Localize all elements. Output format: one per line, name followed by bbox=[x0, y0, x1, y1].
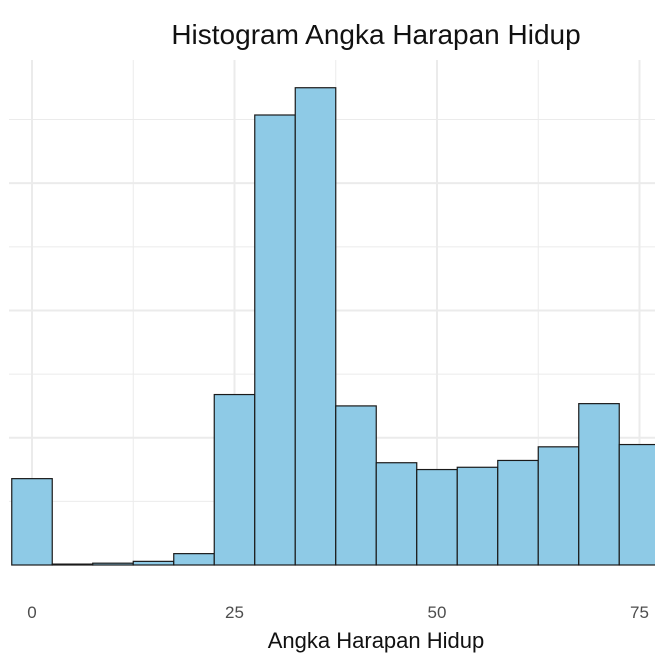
histogram-bar bbox=[335, 405, 377, 566]
histogram-bar bbox=[92, 562, 134, 566]
x-tick-label: 75 bbox=[630, 603, 649, 622]
histogram-bar bbox=[254, 114, 296, 566]
histogram-bar bbox=[51, 563, 94, 566]
x-tick-label: 25 bbox=[225, 603, 244, 622]
histogram-bar bbox=[375, 462, 418, 566]
x-axis-title: Angka Harapan Hidup bbox=[268, 628, 484, 653]
histogram-bar bbox=[578, 403, 620, 566]
x-tick-label: 50 bbox=[428, 603, 447, 622]
x-axis-ticks: 0 25 50 75 bbox=[27, 603, 649, 622]
bars bbox=[11, 87, 655, 566]
histogram-bar bbox=[11, 478, 53, 566]
histogram-bar bbox=[537, 446, 580, 566]
histogram-bar bbox=[497, 459, 539, 566]
histogram-bar bbox=[173, 553, 215, 566]
histogram-bar bbox=[132, 560, 175, 566]
histogram-bar bbox=[618, 443, 655, 566]
histogram-bar bbox=[416, 468, 458, 566]
histogram-bar bbox=[213, 393, 256, 566]
chart-title: Histogram Angka Harapan Hidup bbox=[171, 19, 580, 50]
histogram-bar bbox=[294, 87, 337, 566]
histogram-bar bbox=[456, 466, 499, 566]
x-tick-label: 0 bbox=[27, 603, 36, 622]
